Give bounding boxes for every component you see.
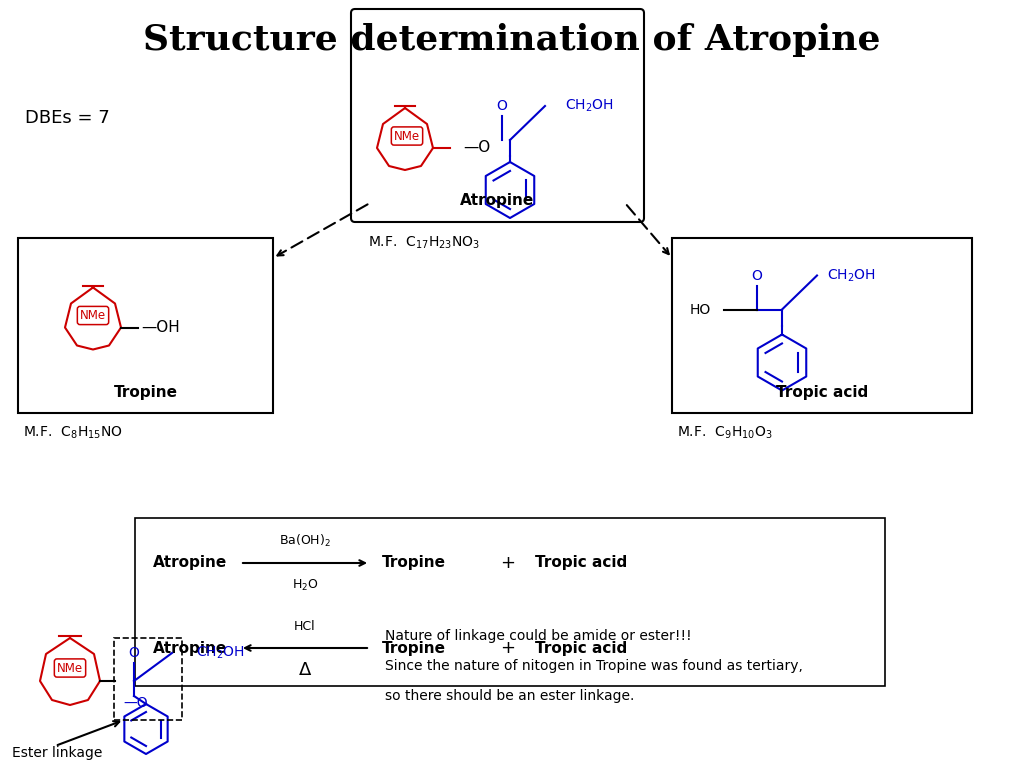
Bar — [114, 638, 182, 720]
Text: +: + — [501, 554, 515, 572]
Text: NMe: NMe — [394, 130, 420, 143]
Text: Tropic acid: Tropic acid — [535, 641, 628, 656]
Text: Ba(OH)$_2$: Ba(OH)$_2$ — [279, 533, 331, 549]
Text: Tropine: Tropine — [382, 641, 446, 656]
Text: —O: —O — [124, 696, 148, 710]
Text: Tropine: Tropine — [114, 386, 177, 400]
Text: —O: —O — [463, 141, 490, 155]
FancyBboxPatch shape — [351, 9, 644, 222]
Text: M.F.  C$_9$H$_{10}$O$_3$: M.F. C$_9$H$_{10}$O$_3$ — [677, 425, 773, 441]
Text: Tropine: Tropine — [382, 555, 446, 571]
Text: $\Delta$: $\Delta$ — [298, 661, 312, 679]
Text: CH$_2$OH: CH$_2$OH — [196, 645, 245, 661]
Text: Structure determination of Atropine: Structure determination of Atropine — [143, 23, 881, 57]
Text: NMe: NMe — [80, 309, 106, 322]
Bar — [672, 238, 972, 413]
Bar — [135, 518, 885, 686]
Text: M.F.  C$_{17}$H$_{23}$NO$_3$: M.F. C$_{17}$H$_{23}$NO$_3$ — [368, 235, 480, 251]
Bar — [18, 238, 273, 413]
Text: M.F.  C$_8$H$_{15}$NO: M.F. C$_8$H$_{15}$NO — [23, 425, 123, 441]
Text: Atropine: Atropine — [153, 555, 227, 571]
Text: Nature of linkage could be amide or ester!!!: Nature of linkage could be amide or este… — [385, 629, 691, 643]
Text: CH$_2$OH: CH$_2$OH — [565, 98, 613, 114]
Text: Atropine: Atropine — [153, 641, 227, 656]
Text: NMe: NMe — [57, 661, 83, 674]
Text: H$_2$O: H$_2$O — [292, 578, 318, 593]
Text: so there should be an ester linkage.: so there should be an ester linkage. — [385, 689, 635, 703]
Text: —OH: —OH — [141, 320, 180, 335]
Text: HCl: HCl — [294, 620, 315, 633]
Text: O: O — [497, 99, 508, 113]
Text: DBEs = 7: DBEs = 7 — [25, 109, 110, 127]
Text: O: O — [129, 646, 139, 660]
Text: +: + — [501, 639, 515, 657]
Text: Tropic acid: Tropic acid — [776, 386, 868, 400]
Text: HO: HO — [690, 303, 712, 316]
Text: Tropic acid: Tropic acid — [535, 555, 628, 571]
Text: O: O — [752, 269, 763, 283]
Text: Since the nature of nitogen in Tropine was found as tertiary,: Since the nature of nitogen in Tropine w… — [385, 659, 803, 673]
Text: CH$_2$OH: CH$_2$OH — [827, 267, 876, 283]
Text: Ester linkage: Ester linkage — [12, 746, 102, 760]
Text: Atropine: Atropine — [461, 193, 535, 207]
